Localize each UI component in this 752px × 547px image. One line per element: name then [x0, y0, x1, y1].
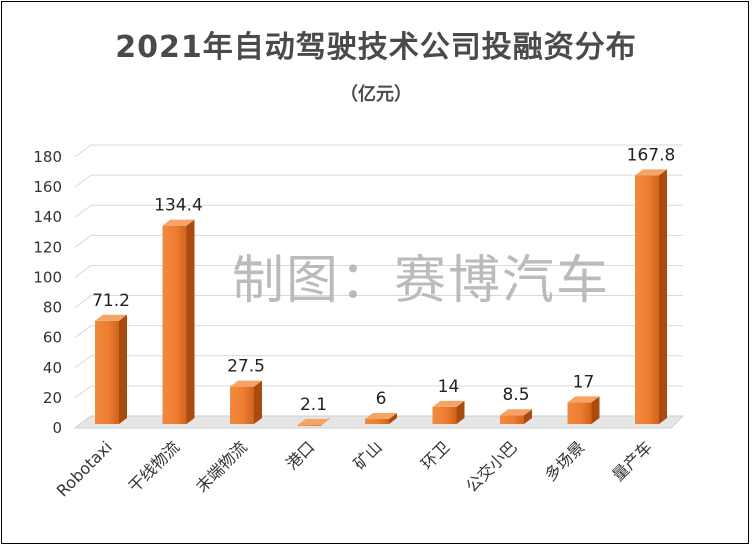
- bar-top: [432, 400, 465, 407]
- y-tick-label: 40: [43, 359, 62, 377]
- y-tick-label: 120: [33, 238, 62, 256]
- data-label: 167.8: [627, 145, 676, 165]
- chart-title: 2021年自动驾驶技术公司投融资分布: [115, 30, 637, 65]
- x-tick-label: 末端物流: [192, 437, 251, 496]
- bar: [500, 415, 524, 424]
- bar: [162, 225, 187, 424]
- data-label: 8.5: [502, 385, 529, 405]
- data-label: 17: [573, 372, 595, 392]
- bar-top: [95, 314, 127, 321]
- bar-side: [524, 409, 532, 424]
- x-tick-label: 港口: [282, 437, 318, 473]
- bar: [230, 386, 254, 424]
- bar-top: [635, 169, 667, 176]
- y-tick-label: 100: [33, 268, 62, 286]
- gridline-depth: [74, 265, 92, 278]
- bar-top: [500, 409, 532, 416]
- y-tick-label: 80: [43, 299, 62, 317]
- y-tick-label: 140: [33, 208, 62, 226]
- gridline-depth: [74, 174, 92, 188]
- bar-top: [365, 412, 397, 419]
- bar-side: [591, 396, 600, 424]
- x-tick-label: 矿山: [350, 437, 386, 473]
- bar: [432, 406, 457, 424]
- bar-top: [297, 418, 330, 425]
- gridline-depth: [74, 144, 92, 158]
- y-tick-label: 0: [52, 419, 62, 437]
- bar-side: [186, 219, 195, 424]
- bar-side: [456, 400, 465, 424]
- x-tick-label: 量产车: [608, 437, 655, 484]
- data-label: 6: [376, 389, 387, 409]
- data-label: 2.1: [300, 395, 327, 415]
- bar-side: [389, 412, 397, 424]
- x-tick-label: 公交小巴: [462, 437, 521, 496]
- bar-top: [162, 219, 195, 226]
- chart-subtitle: （亿元）: [340, 84, 412, 105]
- gridline-depth: [74, 325, 92, 339]
- bar: [567, 402, 592, 424]
- y-tick-label: 160: [33, 178, 62, 196]
- bar: [635, 175, 659, 424]
- data-label: 14: [438, 377, 460, 397]
- bar-side: [254, 380, 262, 424]
- x-tick-label: 环卫: [417, 437, 453, 473]
- y-tick-label: 60: [43, 329, 62, 347]
- x-tick-label: 多场景: [541, 437, 588, 484]
- bar-top: [230, 380, 262, 387]
- gridline-depth: [74, 204, 92, 218]
- x-tick-label: Robotaxi: [53, 437, 116, 500]
- bar: [297, 424, 322, 426]
- bar: [95, 320, 119, 424]
- bar-side: [659, 169, 667, 424]
- y-tick-label: 180: [33, 148, 62, 166]
- gridline-depth: [74, 295, 92, 308]
- bar: [365, 418, 389, 424]
- gridline-depth: [74, 355, 92, 369]
- data-label: 71.2: [92, 291, 130, 311]
- gridline-depth: [74, 385, 92, 399]
- y-tick-label: 20: [43, 389, 62, 407]
- x-tick-label: 干线物流: [125, 437, 184, 496]
- watermark-text: 制图：赛博汽车: [232, 251, 611, 311]
- gridline-depth: [74, 234, 92, 248]
- data-label: 27.5: [227, 357, 265, 377]
- data-label: 134.4: [154, 196, 203, 216]
- bar-side: [119, 314, 127, 424]
- bar-top: [567, 396, 600, 403]
